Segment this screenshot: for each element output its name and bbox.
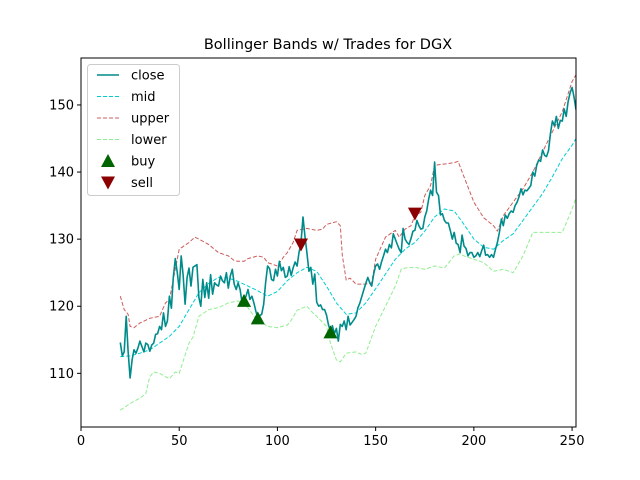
- legend-label-lower: lower: [131, 133, 167, 148]
- legend-label-buy: buy: [131, 155, 155, 170]
- series-line-close: [119, 86, 576, 379]
- legend-swatch-buy: [101, 154, 115, 167]
- legend-swatch-sell: [101, 176, 115, 190]
- y-tick-label: 120: [49, 300, 74, 315]
- x-tick-label: 250: [560, 434, 585, 449]
- x-tick-label: 0: [77, 434, 85, 449]
- legend-label-sell: sell: [131, 176, 153, 191]
- x-tick-label: 50: [171, 434, 188, 449]
- buy-marker: [250, 311, 265, 325]
- legend-label-upper: upper: [131, 112, 170, 127]
- y-tick-label: 140: [49, 166, 74, 181]
- plot-frame: [80, 57, 577, 428]
- series-lines: [119, 74, 576, 411]
- series-line-mid: [120, 138, 576, 358]
- sell-marker: [294, 238, 308, 252]
- x-tick-label: 200: [461, 434, 486, 449]
- legend: close mid upper lower buy sell: [87, 64, 180, 196]
- y-tick-label: 150: [49, 98, 74, 113]
- buy-marker: [323, 325, 338, 339]
- series-line-lower: [120, 197, 576, 411]
- legend-label-mid: mid: [131, 90, 156, 105]
- legend-label-close: close: [131, 69, 164, 84]
- series-line-upper: [119, 74, 576, 329]
- x-tick-label: 100: [265, 434, 290, 449]
- x-tick-label: 150: [363, 434, 388, 449]
- y-tick-label: 130: [49, 233, 74, 248]
- trade-markers: [237, 207, 422, 339]
- sell-marker: [407, 207, 422, 221]
- chart-title: Bollinger Bands w/ Trades for DGX: [204, 37, 452, 53]
- buy-marker: [237, 293, 252, 307]
- axes: 0 50 100 150 200 250 110 120 130 140 150: [49, 57, 585, 449]
- y-tick-label: 110: [49, 367, 74, 382]
